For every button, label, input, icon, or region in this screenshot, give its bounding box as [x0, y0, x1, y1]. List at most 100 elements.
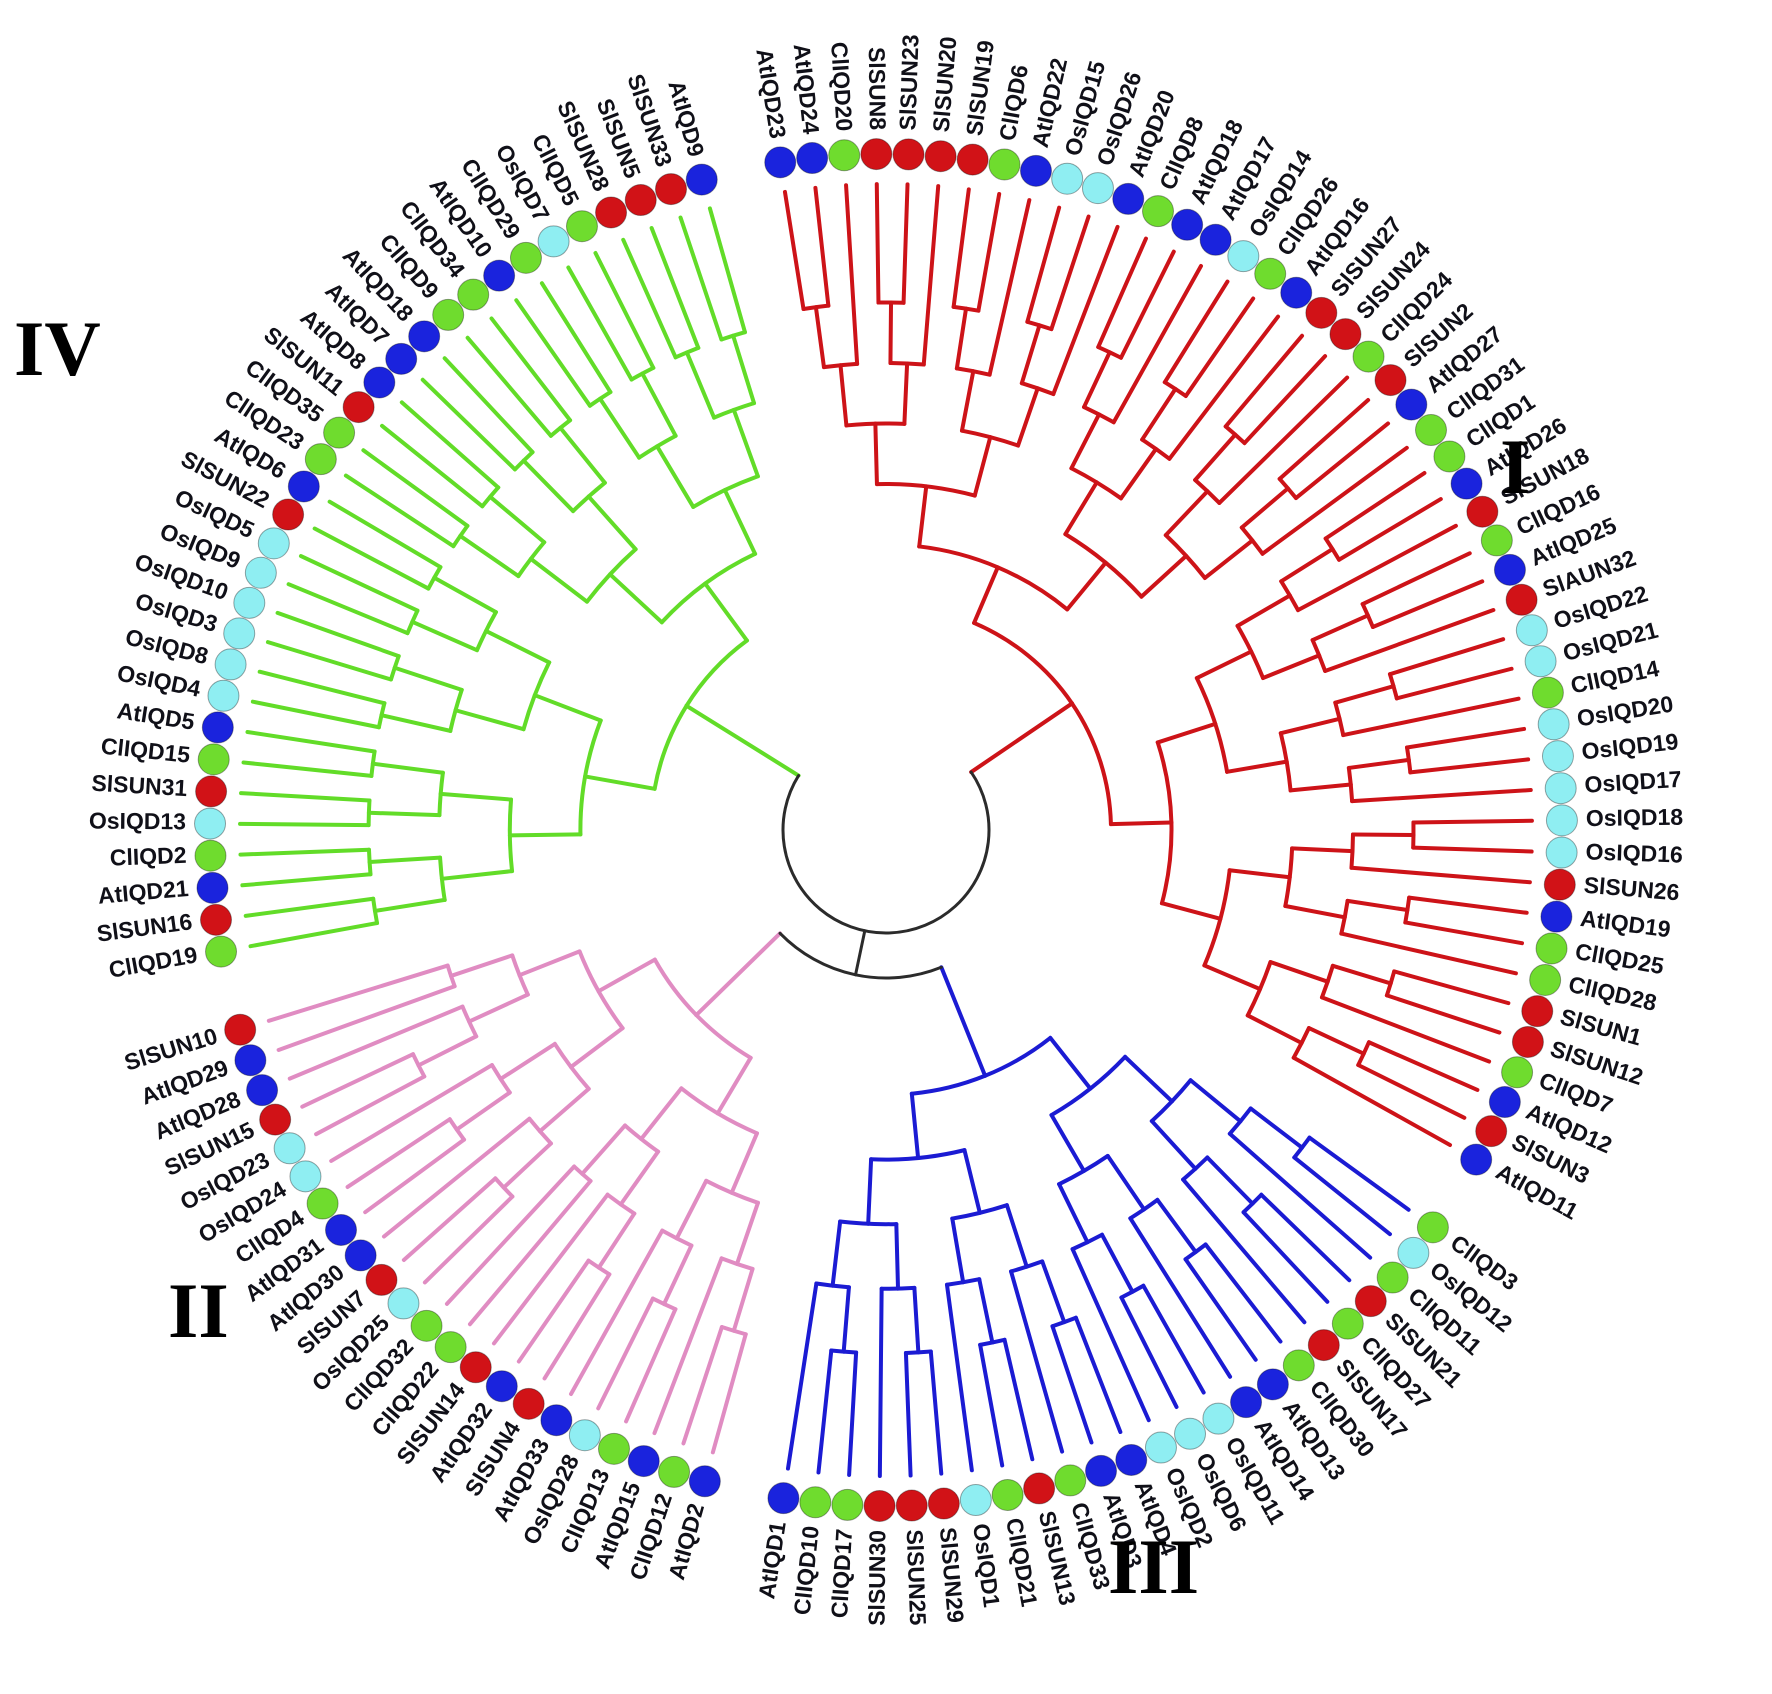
branch-arc: [623, 1123, 661, 1154]
branch-radial: [1004, 1203, 1029, 1269]
leaf-label: ClIQD10: [789, 1525, 824, 1617]
branch-arc: [1279, 579, 1300, 613]
branch-tip: [239, 791, 372, 803]
branch-radial: [528, 556, 589, 604]
branch-radial: [1278, 716, 1342, 736]
branch-tip: [1119, 1295, 1179, 1409]
branch-radial: [1225, 759, 1289, 774]
branch-tip: [275, 610, 401, 659]
branch-tip: [1295, 523, 1458, 613]
branch-arc: [1291, 1026, 1311, 1060]
branch-tip: [816, 1348, 834, 1475]
branch-tip: [1049, 214, 1091, 332]
species-dot: [565, 210, 598, 243]
species-dot: [1112, 182, 1145, 215]
branch-tip: [1323, 471, 1427, 541]
species-dot: [1460, 1143, 1493, 1176]
branch-radial: [1057, 1182, 1090, 1245]
branch-tip: [944, 1282, 974, 1473]
branch-radial: [1290, 846, 1355, 854]
branch-tip: [652, 1256, 724, 1436]
branch-tip: [1009, 1269, 1065, 1454]
species-dot: [658, 1455, 691, 1488]
branch-arc: [1349, 832, 1355, 870]
branch-tip: [1403, 920, 1525, 946]
species-dot: [259, 1103, 292, 1136]
branch-arc: [874, 482, 977, 498]
branch-tip: [380, 423, 485, 509]
branch-arc: [814, 1281, 851, 1290]
species-dot: [624, 184, 657, 217]
leaf-label: OsIQD4: [115, 660, 203, 702]
branch-tip: [596, 1296, 655, 1411]
species-dot: [432, 298, 465, 331]
branch-radial: [1140, 386, 1178, 442]
branch-tip: [951, 187, 971, 309]
leaf-label: ClIQD19: [107, 941, 200, 983]
species-dot: [799, 1486, 832, 1519]
branch-tip: [1394, 666, 1514, 701]
species-dot: [1397, 1236, 1430, 1269]
branch-radial: [458, 533, 521, 579]
branch-radial: [912, 1285, 921, 1355]
branch-radial: [596, 957, 657, 994]
branch-radial: [977, 1277, 995, 1345]
branch-radial: [586, 494, 638, 552]
branch-tip: [345, 1117, 452, 1189]
species-dot: [194, 839, 227, 872]
branch-tip: [844, 183, 860, 366]
branch-tip: [1319, 995, 1492, 1064]
branch-radial: [1248, 1106, 1304, 1150]
species-dot: [1085, 1454, 1118, 1487]
branch-arc: [1194, 676, 1230, 774]
branch-radial: [838, 363, 849, 428]
branch-radial: [1108, 820, 1174, 827]
branch-radial: [1082, 350, 1112, 410]
branch-radial: [662, 1243, 694, 1307]
clade-label-I: I: [1500, 423, 1531, 510]
branch-radial: [558, 425, 607, 485]
species-dot: [1329, 318, 1362, 351]
species-dot: [1466, 495, 1499, 528]
branch-arc: [516, 540, 547, 579]
species-dot: [927, 1487, 960, 1520]
species-dot: [1493, 553, 1526, 586]
leaf-label: SlSUN26: [1583, 872, 1681, 906]
branch-tip: [987, 198, 1032, 377]
leaf-label: SlSUN8: [864, 47, 891, 131]
branch-tip: [928, 1349, 944, 1476]
branch-arc: [366, 798, 372, 828]
leaf-label: ClIQD17: [826, 1528, 857, 1619]
species-dot: [257, 527, 290, 560]
leaf-label: OsIQD20: [1575, 691, 1675, 732]
branch-radial: [410, 619, 479, 653]
branch-tip: [903, 1351, 913, 1478]
branch-arc: [879, 1285, 917, 1291]
branch-tip: [813, 185, 831, 308]
branch-tip: [976, 191, 1002, 313]
branch-tip: [240, 872, 373, 888]
species-dot: [485, 1370, 518, 1403]
branch-radial: [370, 761, 445, 775]
branch-arc: [659, 551, 758, 625]
species-dot: [1115, 1443, 1148, 1476]
branch-radial: [655, 444, 696, 509]
branch-tip: [1073, 1315, 1123, 1434]
species-dot: [408, 320, 441, 353]
species-dot: [1545, 836, 1578, 869]
branch-tip: [1181, 1177, 1307, 1325]
species-dot: [1540, 900, 1573, 933]
species-dot: [595, 196, 628, 229]
branch-radial: [959, 369, 976, 433]
branch-radial: [830, 1219, 843, 1288]
species-dot: [1331, 1307, 1364, 1340]
branch-arc: [1346, 765, 1355, 804]
branch-radial: [1194, 649, 1254, 681]
branch-tip: [1408, 757, 1531, 775]
leaf-label: SlSUN29: [935, 1526, 969, 1624]
branch-radial: [684, 350, 717, 420]
branch-arc: [605, 1192, 637, 1216]
clade-label-III: III: [1108, 1523, 1200, 1610]
trunk-clade-iii: [939, 965, 988, 1078]
